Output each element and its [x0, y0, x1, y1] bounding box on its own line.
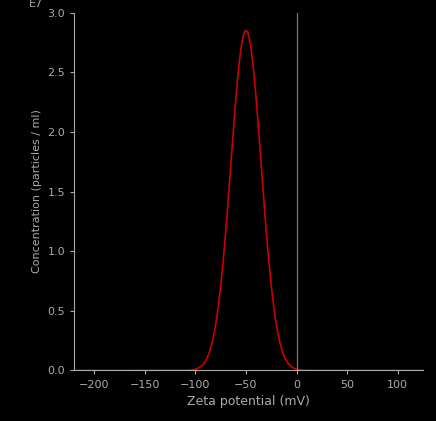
X-axis label: Zeta potential (mV): Zeta potential (mV) — [187, 395, 310, 408]
Y-axis label: Concentration (particles / ml): Concentration (particles / ml) — [32, 109, 42, 274]
Text: E7: E7 — [29, 0, 43, 9]
